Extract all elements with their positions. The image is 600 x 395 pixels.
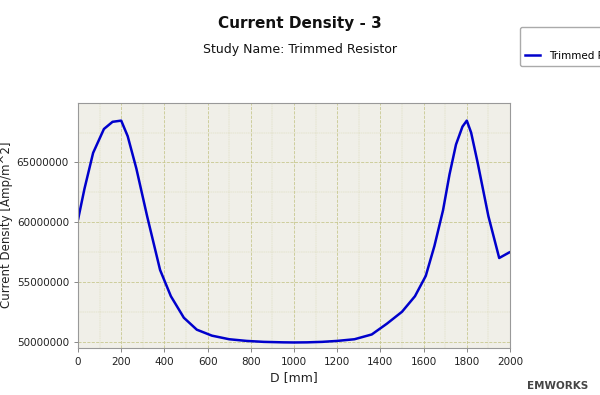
Text: Current Density - 3: Current Density - 3 <box>218 16 382 31</box>
Y-axis label: Current Density [Amp/m^2]: Current Density [Amp/m^2] <box>0 142 13 308</box>
Text: Study Name: Trimmed Resistor: Study Name: Trimmed Resistor <box>203 43 397 56</box>
X-axis label: D [mm]: D [mm] <box>270 371 318 384</box>
Text: EMWORKS: EMWORKS <box>527 381 588 391</box>
Legend: Trimmed Resistor - Current Density: Trimmed Resistor - Current Density <box>520 27 600 66</box>
